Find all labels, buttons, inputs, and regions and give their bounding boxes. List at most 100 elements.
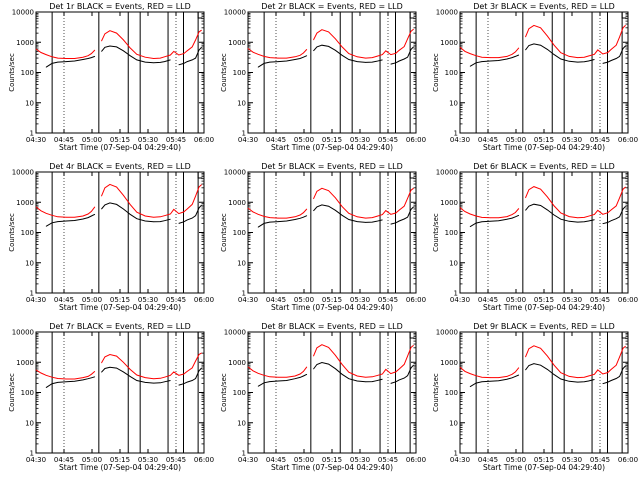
plot-frame [459, 171, 629, 294]
data-point [622, 48, 624, 49]
x-axis-label: Start Time (07-Sep-04 04:29:40) [59, 143, 181, 152]
data-point [316, 191, 318, 192]
data-point [335, 210, 336, 211]
attenuator-marker [409, 332, 415, 339]
x-tick-label: 04:45 [266, 296, 286, 304]
data-point [407, 56, 408, 58]
data-point [560, 218, 562, 220]
data-point [481, 381, 483, 383]
data-point [160, 382, 161, 384]
data-point [540, 364, 541, 366]
data-point [376, 221, 377, 222]
data-point [395, 222, 397, 224]
data-point [299, 58, 301, 59]
data-point [299, 55, 301, 56]
data-point [198, 370, 200, 372]
data-point [116, 186, 117, 188]
data-point [625, 206, 626, 207]
data-point [170, 213, 171, 215]
data-point [506, 216, 508, 217]
y-tick-label: 1000 [16, 39, 34, 47]
data-point [403, 218, 405, 220]
data-point [584, 381, 585, 383]
data-point [607, 212, 609, 213]
data-point [303, 216, 304, 218]
y-tick-label: 10 [25, 99, 34, 107]
data-point [201, 367, 202, 369]
data-point [170, 218, 171, 220]
data-point [459, 207, 461, 208]
data-point [459, 47, 461, 48]
data-point [588, 215, 589, 217]
data-point [607, 61, 609, 63]
x-tick-label: 06:00 [406, 296, 426, 304]
data-point [511, 217, 513, 219]
data-point [74, 216, 75, 218]
data-point [191, 59, 193, 61]
series-line-lld [459, 345, 626, 379]
data-point [341, 46, 343, 48]
data-point [299, 377, 301, 378]
data-point [407, 198, 408, 199]
data-point [153, 62, 154, 64]
data-point [269, 376, 271, 378]
y-tick-label: 10 [449, 99, 458, 107]
data-point [328, 363, 329, 365]
plot-frame [459, 331, 629, 454]
data-point [382, 214, 383, 215]
data-point [198, 31, 200, 33]
data-point [540, 205, 541, 206]
y-axis-label: Counts/sec [220, 53, 228, 92]
x-tick-label: 05:15 [110, 296, 130, 304]
series-line-events [257, 204, 414, 228]
data-point [365, 381, 366, 383]
data-point [607, 222, 609, 223]
y-tick-label: 100 [21, 69, 34, 77]
data-point [584, 376, 585, 378]
x-tick-label: 05:30 [138, 456, 158, 464]
data-point [540, 348, 541, 349]
data-point [390, 223, 392, 225]
data-point [518, 367, 520, 369]
x-tick-label: 06:00 [406, 136, 426, 144]
data-point [547, 355, 548, 357]
data-point [619, 356, 620, 358]
data-point [622, 368, 624, 369]
data-point [74, 58, 75, 59]
data-point [584, 61, 585, 63]
data-point [129, 47, 131, 49]
data-point [101, 51, 102, 52]
data-point [74, 60, 75, 62]
data-point [615, 58, 617, 59]
data-point [568, 61, 570, 62]
data-point [615, 364, 617, 366]
data-point [365, 222, 366, 223]
data-point [528, 365, 530, 366]
attenuator-marker [197, 12, 203, 19]
data-point [376, 61, 377, 62]
data-point [144, 382, 146, 383]
x-tick-label: 04:45 [266, 456, 286, 464]
data-point [610, 209, 612, 211]
data-point [619, 376, 620, 377]
data-point [269, 61, 271, 63]
data-point [82, 56, 84, 58]
data-point [263, 223, 265, 224]
x-tick-label: 05:30 [350, 456, 370, 464]
data-point [87, 217, 89, 218]
data-point [602, 53, 604, 55]
data-point [382, 378, 383, 380]
data-point [398, 220, 400, 222]
x-tick-label: 05:15 [110, 456, 130, 464]
data-point [65, 61, 67, 62]
data-point [313, 39, 314, 41]
data-point [170, 375, 171, 376]
data-point [528, 189, 530, 190]
y-tick-label: 10 [237, 99, 246, 107]
data-point [45, 66, 47, 68]
data-point [481, 56, 483, 58]
data-point [475, 382, 477, 384]
y-tick-label: 100 [445, 389, 458, 397]
chart-panel-2: Det 2r BLACK = Events, RED = LLD 04:30 04:… [220, 2, 426, 152]
data-point [511, 54, 513, 55]
